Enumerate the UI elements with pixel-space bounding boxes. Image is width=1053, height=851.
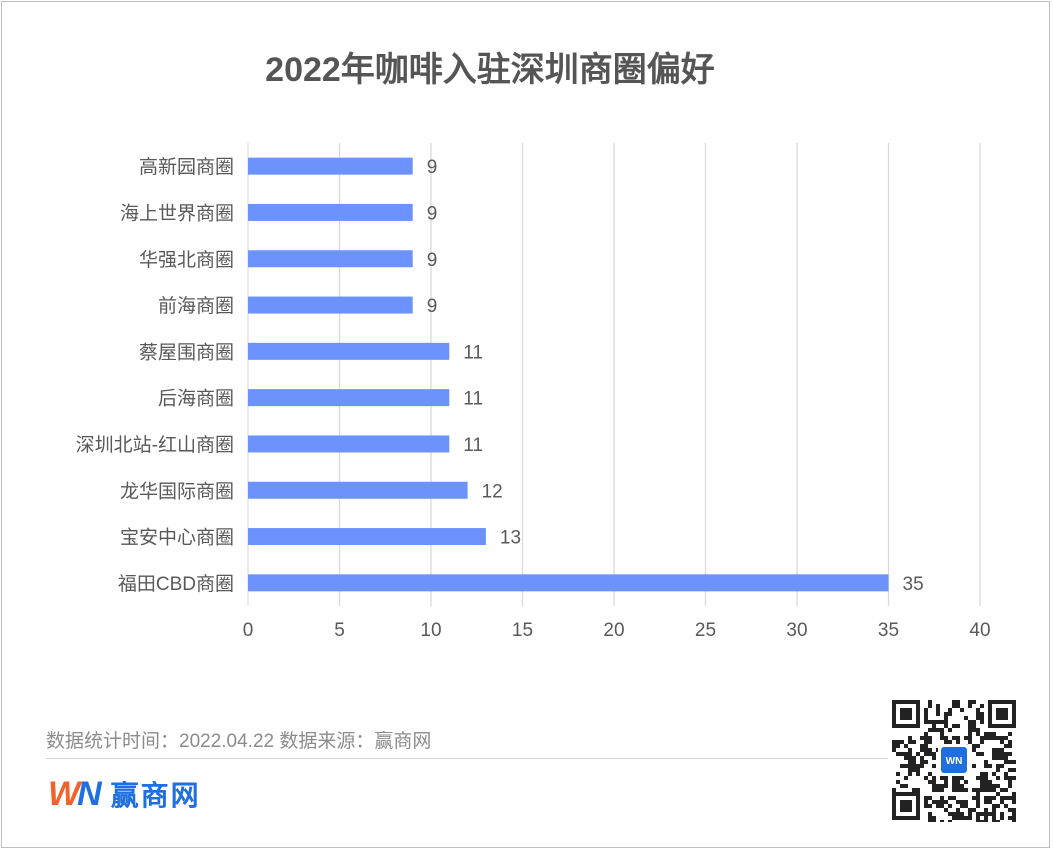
category-label: 前海商圈 — [158, 295, 234, 317]
x-tick-label: 35 — [878, 620, 899, 641]
x-tick-label: 25 — [695, 620, 716, 641]
data-label: 9 — [427, 203, 438, 224]
x-tick-label: 40 — [969, 620, 990, 641]
x-tick-label: 15 — [512, 620, 533, 641]
bar — [248, 157, 413, 175]
data-label: 12 — [482, 481, 503, 502]
qr-code-icon: WN — [890, 698, 1018, 822]
bar — [248, 342, 450, 360]
bar — [248, 203, 413, 221]
data-label: 11 — [463, 389, 483, 410]
footer-source-text: 数据统计时间：2022.04.22 数据来源：赢商网 — [46, 731, 432, 752]
bar — [248, 250, 413, 268]
category-label: 龙华国际商圈 — [120, 480, 234, 502]
data-label: 13 — [500, 528, 521, 549]
data-label: 11 — [463, 435, 483, 456]
bar — [248, 296, 413, 314]
data-label: 9 — [427, 157, 438, 178]
data-label: 11 — [463, 342, 483, 363]
bar — [248, 481, 468, 499]
bar — [248, 435, 450, 453]
category-label: 华强北商圈 — [139, 249, 234, 271]
category-label: 福田CBD商圈 — [118, 573, 234, 595]
bar-chart: 0 5 10 15 20 25 30 35 40 高新园商圈 9 海上世界商圈 9 华强北商圈 9 前海商圈 9… — [76, 143, 991, 641]
x-tick-label: 30 — [786, 620, 807, 641]
bar — [248, 389, 450, 407]
bar — [248, 574, 889, 592]
data-label: 9 — [427, 250, 438, 271]
x-tick-label: 5 — [334, 620, 345, 641]
category-label: 深圳北站-红山商圈 — [76, 434, 234, 456]
data-label: 9 — [427, 296, 438, 317]
logo-mark: WN — [48, 774, 102, 813]
logo-text: 赢商网 — [110, 780, 201, 811]
category-label: 后海商圈 — [158, 388, 234, 410]
x-tick-label: 0 — [243, 620, 254, 641]
x-tick-label: 20 — [603, 620, 624, 641]
category-label: 宝安中心商圈 — [120, 527, 234, 549]
footer-divider — [46, 758, 888, 759]
x-tick-label: 10 — [420, 620, 441, 641]
category-label: 蔡屋围商圈 — [139, 341, 234, 363]
chart-title: 2022年咖啡入驻深圳商圈偏好 — [265, 51, 715, 89]
svg-text:WN: WN — [946, 756, 963, 767]
category-label: 海上世界商圈 — [120, 202, 234, 224]
brand-logo: WN 赢商网 — [48, 774, 201, 814]
bar — [248, 528, 486, 546]
data-label: 35 — [903, 574, 924, 595]
category-label: 高新园商圈 — [139, 156, 234, 178]
